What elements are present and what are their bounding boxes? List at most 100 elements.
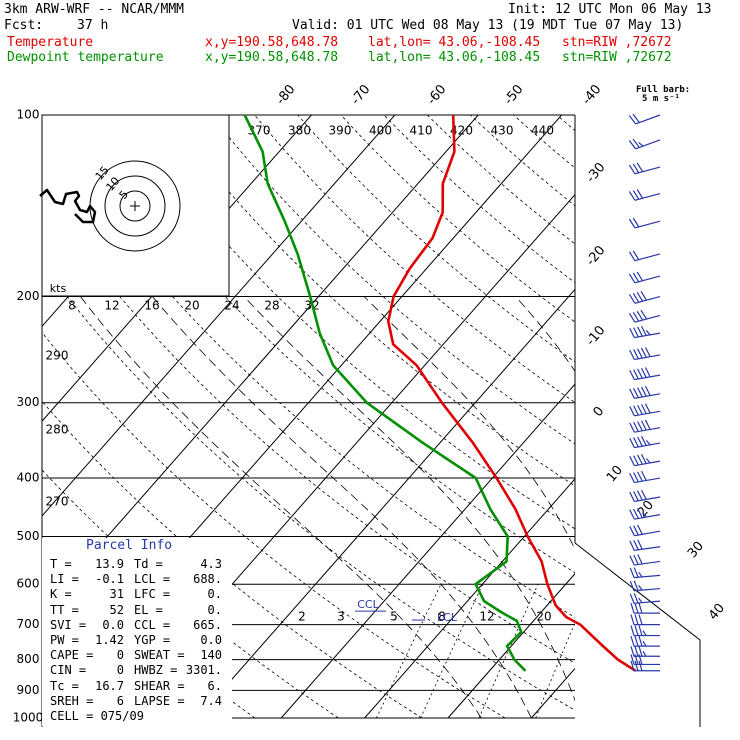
legend-dewpoint: Dewpoint temperature — [7, 50, 164, 65]
cell-motion: CELL = 075/09 — [50, 709, 144, 723]
barb-feather — [640, 435, 647, 446]
parcel-lbl: T = — [50, 557, 72, 571]
wind-barbs — [628, 113, 661, 672]
mixing-ratio-label: 5 — [390, 610, 398, 624]
dry-adiabat-line — [730, 115, 740, 718]
wind-barb — [628, 138, 661, 150]
dry-adiabat-line — [686, 115, 740, 718]
barb-feather — [633, 567, 639, 578]
wind-barb — [628, 113, 661, 125]
barb-feather — [640, 347, 647, 358]
temperature-trace — [386, 114, 637, 672]
barb-staff — [635, 139, 661, 150]
wind-barb — [629, 347, 661, 361]
temperature-tick-label: -10 — [583, 323, 608, 349]
barb-staff — [634, 314, 661, 323]
forecast-label: Fcst: — [4, 18, 44, 33]
barb-feather — [637, 404, 643, 415]
mixing-ratio-label: 20 — [536, 610, 551, 624]
parcel-lbl2: Td = — [134, 557, 163, 571]
dry-adiabat-line — [513, 115, 575, 169]
dry-adiabat-line — [643, 115, 740, 718]
barb-feather — [633, 525, 639, 536]
temperature-tick-label: -40 — [579, 82, 604, 108]
parcel-lbl2: LFC = — [134, 587, 171, 602]
barb-feather — [637, 326, 643, 337]
theta-label: 440 — [531, 124, 554, 138]
valid-time: Valid: 01 UTC Wed 08 May 13 (19 MDT Tue … — [292, 18, 684, 33]
barb-feather — [645, 330, 651, 336]
barb-feather — [632, 138, 640, 148]
barb-feather — [633, 593, 639, 604]
isotherm-line — [197, 288, 575, 719]
dry-adiabat-line — [211, 115, 575, 445]
isotherm-line — [42, 115, 396, 517]
parcel-v2: 0. — [207, 587, 222, 602]
barb-feather — [633, 421, 639, 432]
barb-staff — [634, 332, 661, 339]
temperature-tick-label: -20 — [583, 243, 608, 269]
mixing-ratio-label: 2 — [298, 610, 306, 624]
wind-barb — [629, 539, 661, 551]
parcel-lbl2: SHEAR = — [134, 678, 185, 693]
barb-feather — [633, 349, 639, 360]
barb-staff — [634, 253, 661, 262]
temperature-tick-label: -50 — [501, 82, 526, 108]
barb-feather — [638, 602, 643, 614]
parcel-lbl: LI = — [50, 572, 79, 587]
wind-barb — [628, 162, 661, 175]
barb-feather — [633, 455, 639, 466]
barb-feather — [637, 436, 643, 447]
parcel-row: K = 31 LFC = 0. — [50, 587, 222, 602]
barb-feather — [630, 635, 635, 647]
barb-feather — [629, 580, 635, 592]
barb-feather — [640, 489, 647, 500]
hodograph-trace — [39, 188, 97, 224]
barb-feather — [642, 650, 647, 657]
parcel-v2: 6. — [207, 678, 222, 693]
pressure-tick-label: 100 — [17, 108, 40, 122]
dewpoint-station: stn=RIW ,72672 — [562, 50, 672, 65]
temperature-tick-label: -30 — [583, 160, 608, 186]
barb-feather — [633, 327, 639, 338]
barb-feather — [637, 368, 643, 379]
dewpoint-xy: x,y=190.58,648.78 — [205, 50, 339, 65]
dry-adiabat-line — [600, 115, 740, 718]
parcel-v1: -0.1 — [95, 572, 124, 587]
parcel-lbl: K = — [50, 587, 72, 602]
barb-feather — [637, 524, 643, 535]
barb-feather — [642, 630, 647, 636]
wind-barb — [629, 325, 661, 339]
barb-feather — [638, 646, 643, 657]
wind-barb — [630, 660, 660, 672]
barb-feather — [634, 635, 639, 647]
isotherm-line — [42, 115, 479, 612]
parcel-v1: 0.0 — [102, 617, 124, 632]
barb-feather — [636, 162, 644, 173]
barb-feather — [629, 437, 635, 448]
wind-barb — [629, 385, 661, 399]
temperature-tick-label: -80 — [273, 82, 298, 108]
barb-feather — [638, 141, 644, 147]
barb-staff — [634, 600, 661, 604]
wind-barb — [629, 567, 661, 579]
barb-feather — [636, 271, 644, 282]
barb-feather — [628, 140, 637, 150]
barb-feather — [633, 437, 639, 448]
wind-barb — [628, 309, 661, 323]
barb-feather — [634, 654, 639, 665]
barb-feather — [633, 405, 639, 416]
barb-feather — [629, 567, 635, 578]
barb-staff — [634, 354, 661, 361]
barb-feather — [637, 387, 643, 398]
barb-feather — [628, 218, 636, 229]
barb-feather — [640, 420, 647, 431]
parcel-row: SREH = 6 LAPSE = 7.4 — [50, 694, 222, 709]
barb-staff — [634, 427, 661, 433]
barb-feather — [645, 458, 651, 464]
wind-barb — [630, 654, 660, 666]
parcel-lbl: TT = — [50, 602, 79, 617]
barb-feather — [630, 625, 635, 636]
parcel-row: CAPE = 0 SWEAT = 140 — [50, 648, 222, 663]
